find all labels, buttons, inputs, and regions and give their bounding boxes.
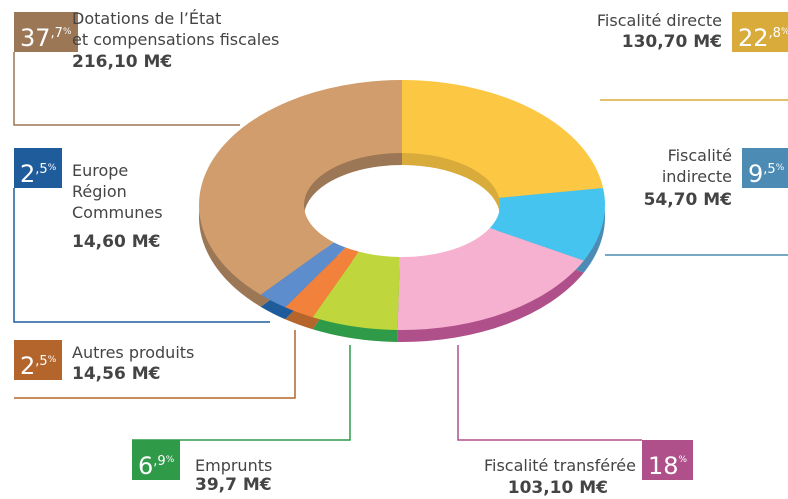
amount-label: 39,7 M€ bbox=[195, 475, 272, 495]
category-label: Fiscalité directe bbox=[596, 11, 722, 30]
connector bbox=[13, 52, 240, 126]
slice bbox=[199, 80, 402, 295]
amount-label: 54,70 M€ bbox=[643, 190, 732, 210]
amount-label: 103,10 M€ bbox=[507, 478, 608, 498]
percent-badge: 22,8% bbox=[732, 12, 788, 52]
slice bbox=[312, 251, 400, 330]
percent-badge: 18% bbox=[642, 440, 694, 480]
connector bbox=[457, 345, 642, 441]
category-label: Europe Région Communes bbox=[72, 161, 163, 222]
connector bbox=[14, 330, 296, 399]
connector bbox=[13, 188, 270, 323]
category-label: Fiscalité indirecte bbox=[661, 146, 732, 186]
slice bbox=[285, 247, 359, 318]
percent-badge: 6,9% bbox=[132, 440, 181, 480]
percent-badge: 37,7% bbox=[14, 12, 78, 52]
amount-label: 14,60 M€ bbox=[72, 232, 161, 252]
amount-label: 130,70 M€ bbox=[621, 32, 722, 52]
slice bbox=[260, 242, 346, 308]
amount-label: 14,56 M€ bbox=[72, 364, 161, 384]
percent-badge: 2,5% bbox=[14, 340, 63, 380]
percent-badge: 9,5% bbox=[742, 148, 788, 188]
slice bbox=[489, 187, 605, 261]
category-label: Fiscalité transférée bbox=[483, 456, 636, 475]
percent-badge: 2,5% bbox=[14, 148, 63, 188]
amount-label: 216,10 M€ bbox=[72, 52, 173, 72]
connector bbox=[132, 345, 351, 441]
slice bbox=[402, 80, 604, 198]
category-label: Dotations de l’État et compensations fis… bbox=[72, 9, 280, 49]
category-label: Autres produits bbox=[72, 343, 195, 362]
slice bbox=[397, 228, 584, 330]
category-label: Emprunts bbox=[195, 456, 273, 475]
